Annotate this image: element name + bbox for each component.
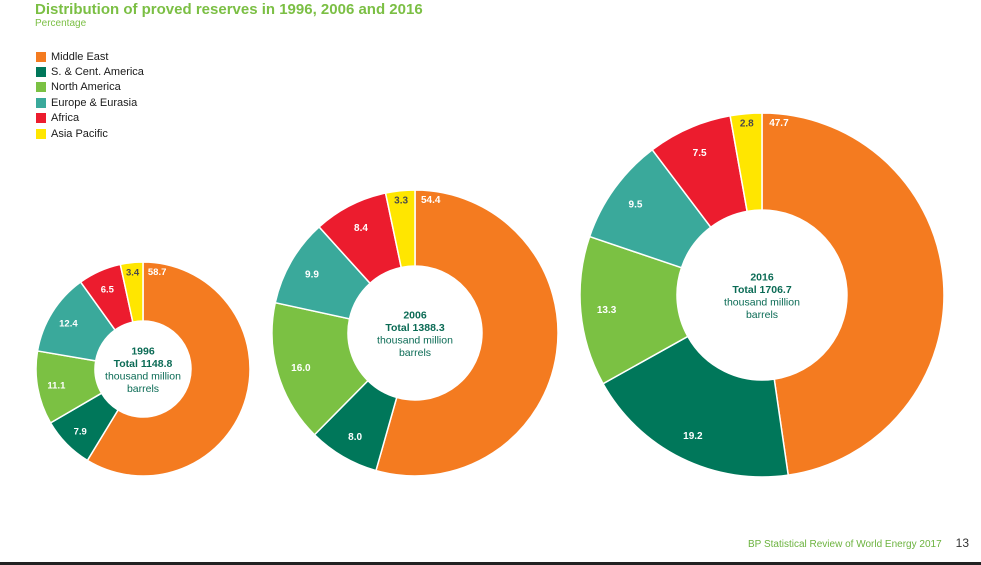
slice-value-label: 47.7 [769,118,789,129]
slice-value-label: 54.4 [421,195,441,206]
chart-title: Distribution of proved reserves in 1996,… [35,1,423,18]
legend-item-europe-eurasia: Europe & Eurasia [36,95,144,110]
legend-swatch [36,82,46,93]
legend-label: Europe & Eurasia [51,96,138,109]
center-year: 2006 [403,309,427,321]
center-unit: thousand million [724,296,800,308]
slice-middle-east [86,261,251,477]
slice-value-label: 7.9 [74,427,87,438]
center-total: Total 1388.3 [385,322,444,334]
center-year: 1996 [131,345,155,357]
slice-asia-pacific [119,261,144,323]
slice-north-america [271,301,369,436]
slice-value-label: 8.0 [348,432,362,443]
center-unit: barrels [399,347,431,359]
legend-swatch [36,128,46,139]
legend-swatch [36,51,46,62]
legend: Middle East S. & Cent. America North Ame… [36,49,144,141]
slice-middle-east [375,189,559,477]
legend-label: North America [51,81,121,94]
center-total: Total 1706.7 [732,284,791,296]
legend-item-middle-east: Middle East [36,49,144,64]
slice-value-label: 12.4 [59,318,78,329]
slice-value-label: 6.5 [101,285,115,296]
legend-swatch [36,97,46,108]
slice-value-label: 3.3 [394,196,408,207]
center-unit: thousand million [105,370,181,382]
slice-value-label: 2.8 [740,119,754,130]
slice-value-label: 13.3 [597,305,617,316]
legend-label: Africa [51,112,80,125]
slice-value-label: 19.2 [683,431,703,442]
center-year: 2016 [750,271,774,283]
slice-value-label: 7.5 [693,148,707,159]
center-total: Total 1148.8 [114,358,173,370]
legend-label: Middle East [51,50,109,63]
page-number: 13 [955,536,969,550]
slice-value-label: 9.5 [629,200,643,211]
legend-swatch [36,67,46,78]
legend-item-north-america: North America [36,80,144,95]
footer: BP Statistical Review of World Energy 20… [748,536,969,550]
slice-value-label: 9.9 [305,269,319,280]
legend-item-africa: Africa [36,111,144,126]
legend-label: S. & Cent. America [51,66,144,79]
legend-label: Asia Pacific [51,127,108,140]
legend-swatch [36,113,46,124]
footer-publication: BP Statistical Review of World Energy 20… [748,539,942,550]
slice-value-label: 16.0 [291,363,311,374]
chart-subtitle: Percentage [35,18,87,29]
slice-s-cent-america [602,335,790,478]
center-unit: thousand million [377,334,453,346]
slice-asia-pacific [729,112,763,213]
legend-item-asia-pacific: Asia Pacific [36,126,144,141]
center-unit: barrels [746,309,778,321]
legend-item-s-cent-america: S. & Cent. America [36,64,144,79]
slice-asia-pacific [384,189,416,269]
slice-value-label: 58.7 [148,267,167,278]
slice-value-label: 3.4 [126,268,140,279]
bottom-rule [0,562,981,565]
slice-middle-east [761,112,945,476]
slice-value-label: 11.1 [47,381,66,392]
slice-value-label: 8.4 [354,223,368,234]
center-unit: barrels [127,383,159,395]
